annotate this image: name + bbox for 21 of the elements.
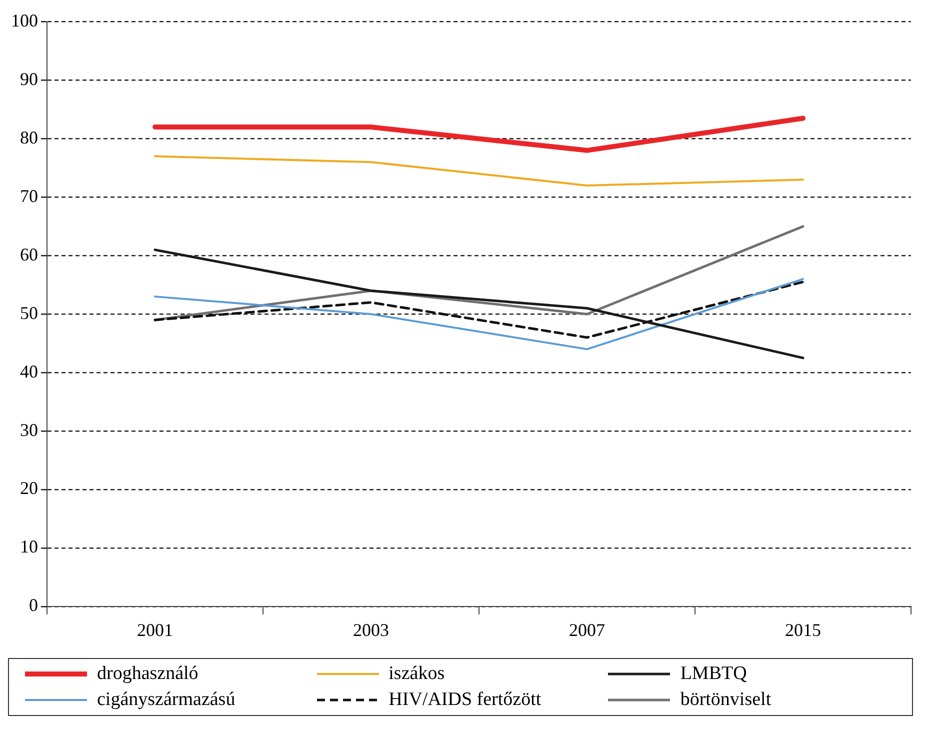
y-tick-label: 30 bbox=[20, 420, 38, 440]
y-tick-label: 20 bbox=[20, 478, 38, 498]
y-tick-label: 10 bbox=[20, 536, 38, 557]
x-tick-label: 2001 bbox=[137, 620, 173, 640]
legend-label: HIV/AIDS fertőzött bbox=[388, 689, 542, 711]
legend-label: droghasználó bbox=[97, 663, 198, 685]
y-tick-label: 0 bbox=[29, 595, 38, 616]
legend-label: iszákos bbox=[388, 663, 445, 685]
y-tick-label: 100 bbox=[11, 10, 38, 31]
legend-label: cigányszármazású bbox=[97, 689, 236, 711]
y-tick-label: 60 bbox=[20, 244, 38, 264]
y-tick-label: 50 bbox=[20, 302, 38, 323]
x-tick-label: 2007 bbox=[569, 620, 605, 640]
y-tick-label: 70 bbox=[20, 186, 38, 206]
legend-label: börtönviselt bbox=[680, 689, 772, 711]
y-tick-label: 40 bbox=[20, 361, 38, 382]
x-tick-label: 2015 bbox=[785, 620, 821, 640]
y-tick-label: 90 bbox=[20, 68, 38, 89]
x-tick-label: 2003 bbox=[353, 620, 389, 640]
y-tick-label: 80 bbox=[20, 127, 38, 148]
legend-label: LMBTQ bbox=[680, 663, 747, 685]
